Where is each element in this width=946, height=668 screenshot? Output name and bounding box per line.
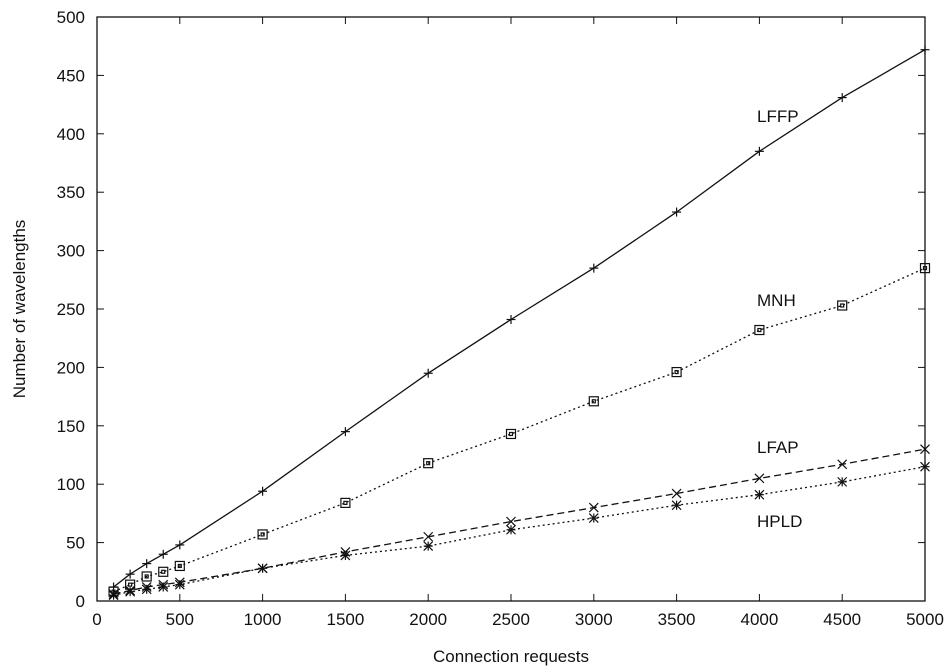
- series-label-lffp: LFFP: [757, 107, 799, 126]
- data-point-mnh: [671, 366, 682, 378]
- y-tick-label: 450: [57, 66, 85, 85]
- data-point-mnh: [754, 324, 765, 336]
- x-tick-label: 5000: [906, 610, 944, 629]
- series-label-hpld: HPLD: [757, 512, 802, 531]
- data-point-lffp: [837, 93, 847, 103]
- data-point-hpld: [671, 500, 682, 511]
- series-mnh: [108, 263, 931, 597]
- data-point-lffp: [754, 146, 764, 156]
- data-point-hpld: [141, 584, 152, 595]
- data-point-lfap: [423, 531, 434, 542]
- data-point-mnh: [141, 571, 152, 582]
- y-tick-label: 350: [57, 183, 85, 202]
- data-point-lfap: [837, 459, 848, 470]
- data-point-hpld: [837, 476, 848, 487]
- data-point-hpld: [158, 582, 169, 592]
- data-point-lffp: [125, 569, 135, 579]
- data-point-lffp: [589, 263, 599, 273]
- y-tick-label: 0: [76, 592, 85, 611]
- x-tick-label: 1000: [244, 610, 282, 629]
- data-point-hpld: [174, 579, 185, 590]
- data-point-lffp: [506, 315, 516, 325]
- data-point-hpld: [257, 563, 268, 574]
- y-tick-label: 50: [66, 534, 85, 553]
- x-tick-label: 3500: [658, 610, 696, 629]
- data-point-lffp: [142, 559, 152, 569]
- y-tick-label: 150: [57, 417, 85, 436]
- series-line-mnh: [113, 267, 926, 593]
- data-point-mnh: [588, 396, 599, 407]
- x-tick-label: 0: [92, 610, 101, 629]
- y-tick-label: 200: [57, 358, 85, 377]
- y-tick-label: 400: [57, 125, 85, 144]
- data-point-lfap: [754, 473, 765, 484]
- x-tick-label: 4500: [823, 610, 861, 629]
- data-point-lffp: [920, 45, 930, 55]
- data-point-mnh: [837, 300, 848, 311]
- data-point-mnh: [158, 566, 169, 577]
- series-hpld: [108, 461, 930, 601]
- data-point-mnh: [919, 263, 931, 274]
- x-tick-label: 500: [166, 610, 194, 629]
- data-point-lffp: [258, 486, 268, 496]
- series-lfap: [108, 444, 930, 599]
- data-point-lffp: [158, 549, 168, 559]
- data-point-hpld: [125, 586, 136, 597]
- x-tick-label: 2000: [409, 610, 447, 629]
- series-line-lffp: [113, 49, 926, 588]
- y-tick-label: 250: [57, 300, 85, 319]
- x-tick-label: 3000: [575, 610, 613, 629]
- data-point-mnh: [174, 560, 185, 572]
- series-lffp: [109, 45, 930, 592]
- data-point-mnh: [257, 529, 268, 540]
- series-label-lfap: LFAP: [757, 438, 799, 457]
- data-point-lffp: [175, 540, 185, 550]
- data-point-hpld: [506, 524, 516, 535]
- y-tick-label: 300: [57, 242, 85, 261]
- data-point-lffp: [672, 207, 682, 217]
- y-tick-label: 100: [57, 475, 85, 494]
- x-axis-title: Connection requests: [433, 647, 589, 666]
- data-point-lfap: [588, 502, 599, 513]
- data-point-mnh: [423, 458, 434, 469]
- y-tick-label: 500: [57, 8, 85, 27]
- series-line-lfap: [113, 448, 926, 595]
- data-point-mnh: [505, 428, 517, 440]
- data-point-lfap: [920, 444, 930, 455]
- x-tick-label: 4000: [740, 610, 778, 629]
- data-point-hpld: [920, 461, 930, 472]
- series-line-hpld: [113, 466, 926, 596]
- data-point-lfap: [671, 488, 682, 499]
- x-tick-label: 1500: [326, 610, 364, 629]
- data-point-hpld: [108, 590, 119, 601]
- data-point-hpld: [754, 489, 765, 500]
- data-point-lffp: [423, 368, 433, 378]
- data-point-mnh: [340, 497, 351, 508]
- y-axis-title: Number of wavelengths: [10, 220, 29, 399]
- data-point-lfap: [506, 516, 516, 527]
- data-point-hpld: [340, 550, 351, 561]
- data-point-hpld: [423, 541, 434, 552]
- data-point-hpld: [588, 513, 599, 523]
- data-point-lffp: [340, 427, 350, 437]
- x-tick-label: 2500: [492, 610, 530, 629]
- series-label-mnh: MNH: [757, 291, 796, 310]
